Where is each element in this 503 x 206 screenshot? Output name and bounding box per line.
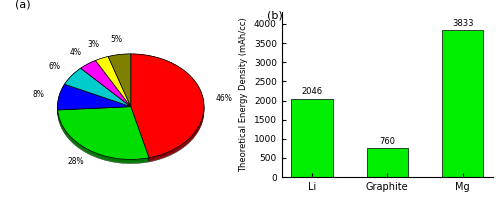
Wedge shape: [108, 55, 131, 108]
Wedge shape: [64, 68, 131, 107]
Wedge shape: [58, 109, 149, 162]
Bar: [442, 30, 483, 177]
Wedge shape: [96, 56, 131, 107]
Text: 2046: 2046: [301, 87, 322, 96]
Wedge shape: [96, 59, 131, 109]
Wedge shape: [96, 61, 131, 111]
Wedge shape: [57, 86, 131, 112]
Wedge shape: [57, 88, 131, 114]
Wedge shape: [64, 73, 131, 111]
Wedge shape: [57, 84, 131, 110]
Wedge shape: [80, 60, 131, 107]
Wedge shape: [131, 55, 204, 159]
Text: 4%: 4%: [70, 48, 81, 57]
Wedge shape: [64, 71, 131, 110]
Wedge shape: [96, 57, 131, 108]
Wedge shape: [80, 65, 131, 111]
Wedge shape: [58, 108, 149, 160]
Wedge shape: [58, 110, 149, 163]
Text: 3833: 3833: [452, 19, 473, 28]
Wedge shape: [64, 68, 131, 107]
Wedge shape: [57, 84, 131, 110]
Wedge shape: [108, 54, 131, 107]
Wedge shape: [80, 63, 131, 109]
Wedge shape: [131, 58, 204, 162]
Wedge shape: [58, 107, 149, 159]
Text: 8%: 8%: [33, 90, 45, 98]
Text: 760: 760: [379, 137, 395, 146]
Text: 46%: 46%: [215, 94, 232, 103]
Wedge shape: [58, 107, 149, 159]
Wedge shape: [64, 69, 131, 108]
Wedge shape: [57, 87, 131, 113]
Wedge shape: [131, 54, 204, 158]
Text: 5%: 5%: [110, 35, 122, 44]
Wedge shape: [80, 62, 131, 108]
Text: 6%: 6%: [49, 62, 61, 71]
Bar: [291, 99, 332, 177]
Text: 28%: 28%: [67, 157, 84, 166]
Text: (a): (a): [15, 0, 31, 10]
Wedge shape: [108, 54, 131, 107]
Wedge shape: [108, 57, 131, 110]
Wedge shape: [80, 60, 131, 107]
Wedge shape: [96, 60, 131, 110]
Text: 3%: 3%: [88, 40, 100, 49]
Bar: [367, 148, 408, 177]
Wedge shape: [58, 111, 149, 164]
Wedge shape: [96, 56, 131, 107]
Wedge shape: [108, 56, 131, 109]
Wedge shape: [131, 56, 204, 160]
Wedge shape: [108, 58, 131, 111]
Wedge shape: [131, 57, 204, 161]
Wedge shape: [64, 70, 131, 109]
Wedge shape: [131, 54, 204, 158]
Text: (b): (b): [267, 10, 283, 20]
Wedge shape: [80, 64, 131, 110]
Y-axis label: Theoretical Energy Density (mAh/cc): Theoretical Energy Density (mAh/cc): [239, 18, 248, 172]
Wedge shape: [57, 85, 131, 111]
